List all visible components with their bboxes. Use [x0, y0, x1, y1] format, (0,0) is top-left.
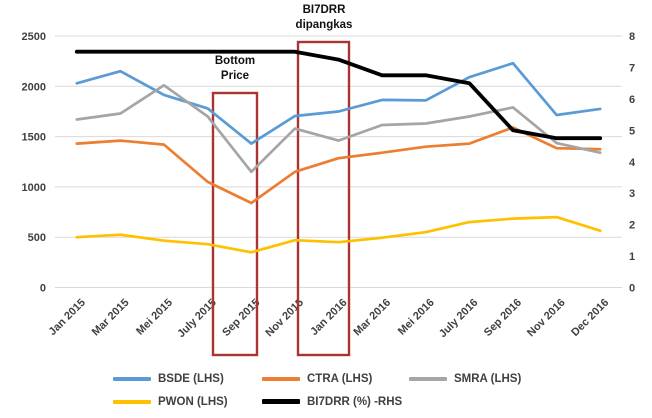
- series-line-ctra: [75, 126, 602, 205]
- right-axis-tick-label: 1: [629, 251, 635, 263]
- legend-item-pwon: PWON (LHS): [113, 395, 228, 408]
- left-axis-tick-label: 2500: [22, 31, 46, 43]
- annotation-bi7drr-dipangkas: BI7DRR dipangkas: [277, 3, 371, 33]
- x-axis-tick-label: Mei 2016: [396, 297, 437, 338]
- legend-item-smra: SMRA (LHS): [409, 372, 521, 385]
- legend-swatch-ctra: [262, 376, 300, 381]
- legend-label: BI7DRR (%) -RHS: [307, 395, 403, 408]
- x-axis-tick-label: Mei 2015: [134, 297, 175, 338]
- series-line-pwon: [75, 215, 602, 254]
- legend-label: BSDE (LHS): [158, 372, 224, 385]
- legend-swatch-bsde: [113, 376, 151, 381]
- left-axis-tick-label: 2000: [22, 81, 46, 93]
- series-line-bi7drr: [74, 49, 603, 141]
- left-axis-tick-label: 0: [40, 283, 46, 295]
- annotation-box: [211, 91, 259, 357]
- right-axis-tick-label: 5: [629, 125, 635, 137]
- legend-item-ctra: CTRA (LHS): [262, 372, 372, 385]
- legend-item-bsde: BSDE (LHS): [113, 372, 224, 385]
- legend-item-bi7drr: BI7DRR (%) -RHS: [262, 395, 402, 408]
- series-line-smra: [75, 83, 602, 174]
- legend-swatch-pwon: [113, 399, 151, 404]
- right-axis-tick-label: 7: [629, 62, 635, 74]
- annotation-bottom-price: Bottom Price: [191, 54, 279, 84]
- annotation-line: BI7DRR: [302, 4, 346, 16]
- right-axis-tick-label: 3: [629, 188, 635, 200]
- x-axis-tick-label: July 2016: [437, 297, 481, 341]
- legend-swatch-bi7drr: [262, 399, 300, 404]
- right-axis-tick-label: 0: [629, 283, 635, 295]
- annotation-line: dipangkas: [295, 19, 353, 31]
- series-line-bsde: [75, 61, 602, 145]
- annotation-line: Price: [220, 70, 250, 82]
- x-axis-tick-label: Nov 2016: [525, 297, 568, 340]
- legend-label: SMRA (LHS): [454, 372, 522, 385]
- x-axis-tick-label: Jan 2016: [308, 297, 349, 338]
- x-axis-tick-label: Dec 2016: [569, 297, 611, 339]
- right-axis-tick-label: 6: [629, 94, 635, 106]
- right-axis-tick-label: 4: [629, 157, 636, 169]
- annotation-box: [296, 40, 351, 357]
- legend-label: PWON (LHS): [158, 395, 228, 408]
- right-axis-tick-label: 8: [629, 31, 635, 43]
- legend-swatch-smra: [409, 376, 447, 381]
- legend-label: CTRA (LHS): [307, 372, 373, 385]
- x-axis-tick-label: Mar 2016: [351, 297, 393, 339]
- x-axis-tick-label: Mar 2015: [90, 297, 132, 339]
- x-axis-tick-label: Nov 2015: [263, 297, 306, 340]
- left-axis-tick-label: 1500: [22, 132, 46, 144]
- left-axis-tick-label: 1000: [22, 182, 46, 194]
- left-axis-tick-label: 500: [28, 232, 46, 244]
- x-axis-tick-label: Sep 2016: [482, 297, 524, 339]
- annotation-line: Bottom: [214, 55, 256, 67]
- x-axis-tick-label: Jan 2015: [47, 297, 88, 338]
- right-axis-tick-label: 2: [629, 220, 635, 232]
